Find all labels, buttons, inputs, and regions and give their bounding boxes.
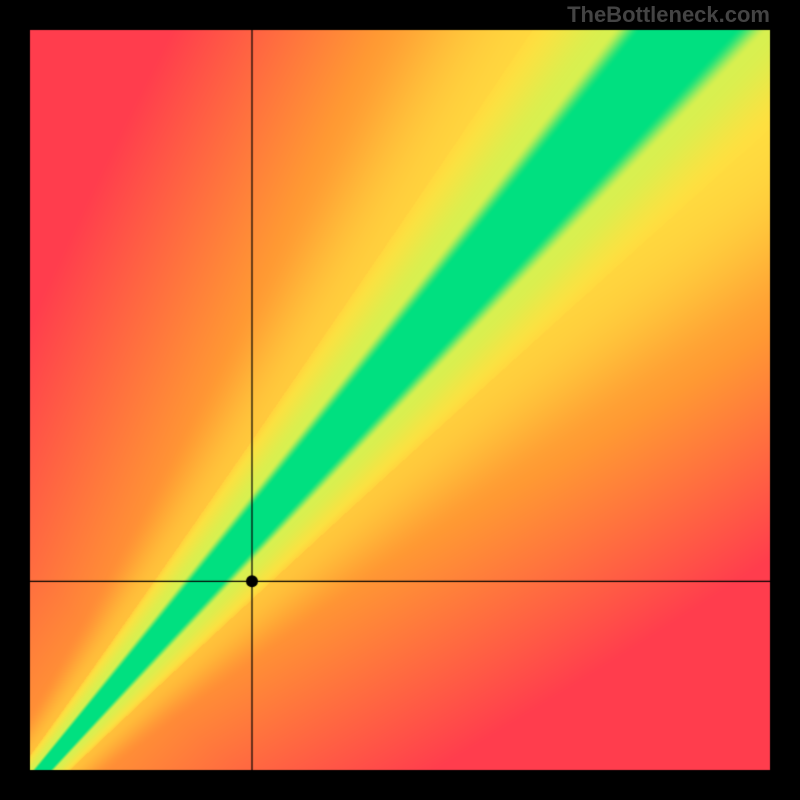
bottleneck-heatmap xyxy=(0,0,800,800)
chart-container: TheBottleneck.com xyxy=(0,0,800,800)
watermark-text: TheBottleneck.com xyxy=(567,2,770,28)
